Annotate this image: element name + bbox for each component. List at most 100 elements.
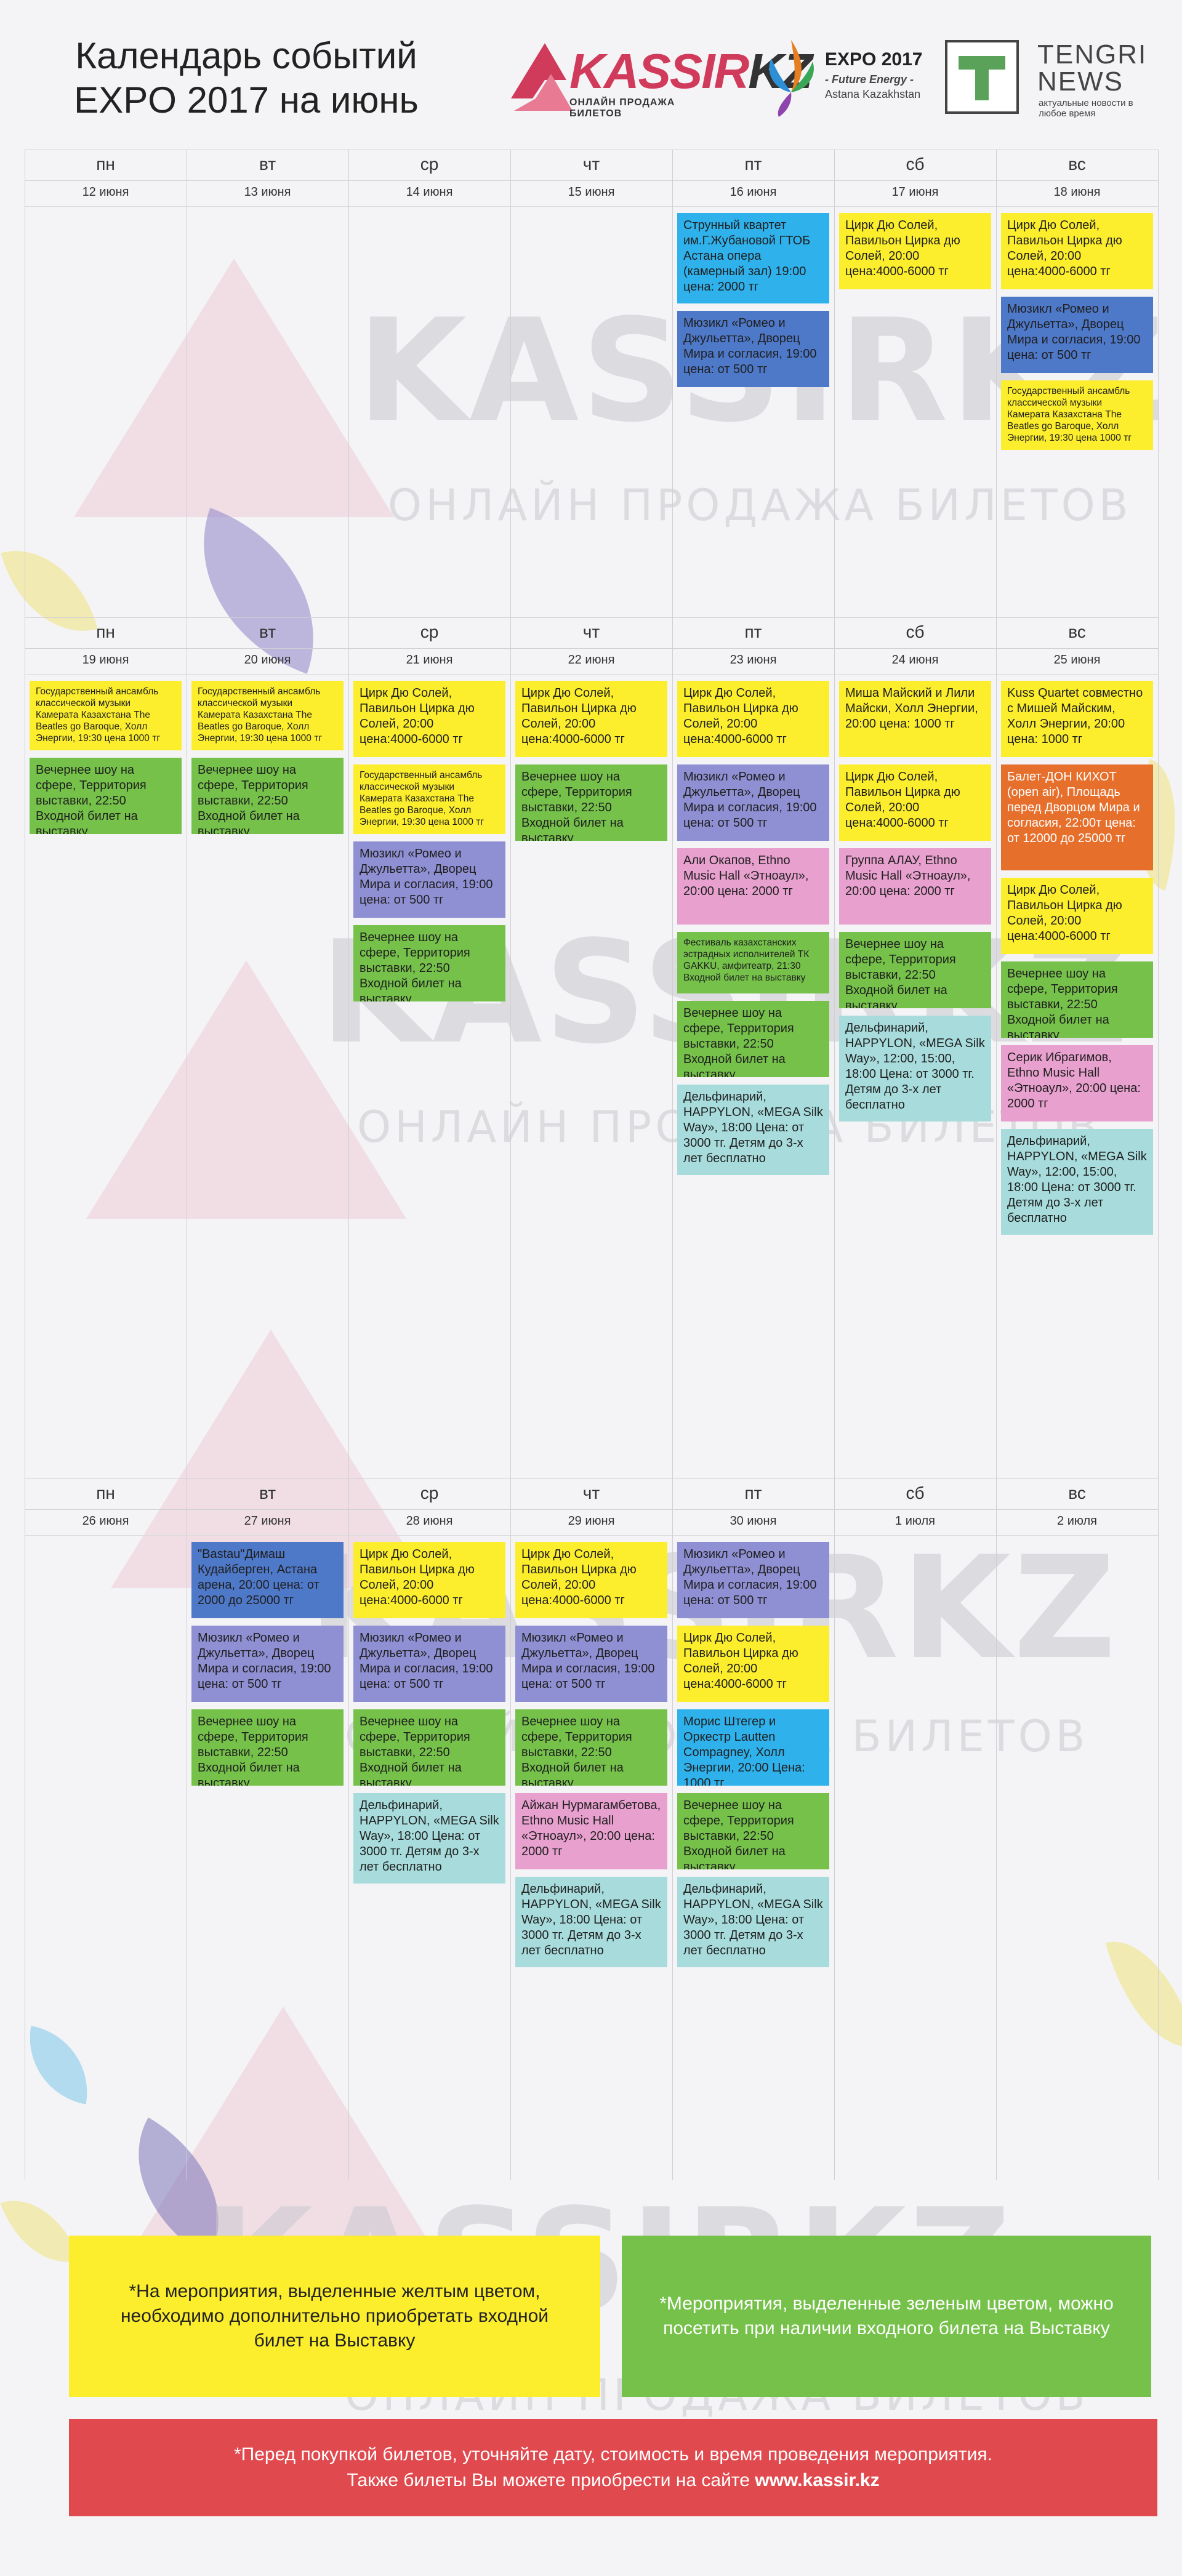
event-card[interactable]: Цирк Дю Солей, Павильон Цирка дю Солей, … (839, 213, 991, 289)
date-label: 20 июня (244, 653, 291, 667)
kassir-logo-tagline: ОНЛАЙН ПРОДАЖА БИЛЕТОВ (569, 97, 675, 119)
date-label: 27 июня (244, 1514, 291, 1528)
weekday-label: пн (96, 622, 115, 641)
kassir-logo-icon (511, 43, 573, 111)
event-card[interactable]: Вечернее шоу на сфере, Территория выстав… (191, 758, 344, 834)
event-card[interactable]: Цирк Дю Солей, Павильон Цирка дю Солей, … (1001, 878, 1153, 954)
event-card[interactable]: Мюзикл «Ромео и Джульетта», Дворец Мира … (353, 1626, 505, 1702)
site-link[interactable]: www.kassir.kz (755, 2470, 880, 2490)
event-card[interactable]: Мюзикл «Ромео и Джульетта», Дворец Мира … (677, 311, 829, 387)
weekday-label: вс (1068, 154, 1086, 174)
grid-column-line (834, 150, 835, 617)
note-green-text: *Мероприятия, выделенные зеленым цветом,… (659, 2293, 1114, 2338)
event-card[interactable]: Балет-ДОН КИХОТ (open air), Площадь пере… (1001, 764, 1153, 870)
day-column: чт 22 июня Цирк Дю Солей, Павильон Цирка д… (510, 617, 672, 1479)
event-card[interactable]: Цирк Дю Солей, Павильон Цирка дю Солей, … (677, 1626, 829, 1702)
date-label: 19 июня (82, 653, 129, 667)
grid-line (25, 1509, 1159, 1510)
date-label: 24 июня (891, 653, 939, 667)
event-card[interactable]: Цирк Дю Солей, Павильон Цирка дю Солей, … (515, 681, 667, 757)
weekday-label: сб (906, 1483, 925, 1503)
event-card[interactable]: Дельфинарий, HAPPYLON, «MEGA Silk Way», … (677, 1085, 829, 1175)
event-card[interactable]: Дельфинарий, HAPPYLON, «MEGA Silk Way», … (353, 1793, 505, 1884)
event-card[interactable]: Серик Ибрагимов, Ethno Music Hall «Этноа… (1001, 1045, 1153, 1121)
event-card[interactable]: Цирк Дю Солей, Павильон Цирка дю Солей, … (839, 764, 991, 841)
event-card[interactable]: Вечернее шоу на сфере, Территория выстав… (677, 1793, 829, 1869)
decor-triangle (86, 960, 406, 1219)
grid-column-line (672, 1479, 673, 2180)
grid-column-line (1158, 617, 1159, 1479)
note-red-line2: Также билеты Вы можете приобрести на сай… (347, 2468, 879, 2494)
event-card[interactable]: Вечернее шоу на сфере, Территория выстав… (191, 1709, 344, 1786)
date-label: 16 июня (730, 185, 777, 199)
event-card[interactable]: Струнный квартет им.Г.Жубановой ГТОБ Аст… (677, 213, 829, 303)
event-card[interactable]: Дельфинарий, HAPPYLON, «MEGA Silk Way», … (839, 1016, 991, 1121)
event-card[interactable]: Фестиваль казахстанских эстрадных исполн… (677, 932, 829, 993)
event-card[interactable]: Морис Штегер и Оркестр Lautten Compagney… (677, 1709, 829, 1786)
event-card[interactable]: Цирк Дю Солей, Павильон Цирка дю Солей, … (353, 1542, 505, 1618)
grid-column-line (510, 150, 511, 617)
event-card[interactable]: Дельфинарий, HAPPYLON, «MEGA Silk Way», … (677, 1877, 829, 1967)
tengri-news-logo[interactable]: TENGRI NEWS актуальные новости в любое в… (945, 40, 1167, 120)
event-card[interactable]: Вечернее шоу на сфере, Территория выстав… (677, 1001, 829, 1077)
event-card[interactable]: Вечернее шоу на сфере, Территория выстав… (839, 932, 991, 1008)
event-card[interactable]: Государственный ансамбль классической му… (191, 681, 344, 750)
note-yellow-legend: *На мероприятия, выделенные желтым цвето… (69, 2236, 600, 2397)
tengri-logo-word2: NEWS (1037, 66, 1124, 97)
day-column: пн 12 июня (25, 150, 187, 617)
event-card[interactable]: Kuss Quartet совместно с Мишей Майским, … (1001, 681, 1153, 757)
event-card[interactable]: Вечернее шоу на сфере, Территория выстав… (1001, 961, 1153, 1038)
event-card[interactable]: "Bastau"Димаш Кудайберген, Астана арена,… (191, 1542, 344, 1618)
event-card[interactable]: Мюзикл «Ромео и Джульетта», Дворец Мира … (677, 764, 829, 841)
event-card[interactable]: Вечернее шоу на сфере, Территория выстав… (353, 925, 505, 1001)
event-card[interactable]: Цирк Дю Солей, Павильон Цирка дю Солей, … (1001, 213, 1153, 289)
event-card[interactable]: Мюзикл «Ромео и Джульетта», Дворец Мира … (191, 1626, 344, 1702)
event-card[interactable]: Вечернее шоу на сфере, Территория выстав… (30, 758, 182, 834)
event-card[interactable]: Мюзикл «Ромео и Джульетта», Дворец Мира … (353, 841, 505, 918)
calendar-week: пн 12 июня вт 13 июня ср 14 июня чт 15 июня пт 16… (25, 150, 1159, 617)
date-label: 22 июня (568, 653, 615, 667)
event-card[interactable]: Государственный ансамбль классической му… (1001, 380, 1153, 450)
event-card[interactable]: Али Окапов, Ethno Music Hall «Этноаул», … (677, 848, 829, 925)
event-card[interactable]: Цирк Дю Солей, Павильон Цирка дю Солей, … (353, 681, 505, 757)
note-red-prefix: Также билеты Вы можете приобрести на сай… (347, 2470, 755, 2490)
expo-logo: EXPO 2017 - Future Energy - Astana Kazak… (760, 34, 945, 126)
date-label: 1 июля (895, 1514, 935, 1528)
event-card[interactable]: Миша Майский и Лили Майски, Холл Энергии… (839, 681, 991, 757)
weekday-label: ср (420, 154, 439, 174)
weekday-label: чт (582, 1483, 600, 1503)
event-card[interactable]: Группа АЛАУ, Ethno Music Hall «Этноаул»,… (839, 848, 991, 925)
grid-column-line (672, 617, 673, 1479)
event-card[interactable]: Цирк Дю Солей, Павильон Цирка дю Солей, … (677, 681, 829, 757)
event-card[interactable]: Айжан Нурмагамбетова, Ethno Music Hall «… (515, 1793, 667, 1869)
event-card[interactable]: Вечернее шоу на сфере, Территория выстав… (515, 1709, 667, 1786)
grid-line (25, 180, 1159, 181)
day-column: сб 24 июня Миша Майский и Лили Майски, Хол… (834, 617, 996, 1479)
event-card[interactable]: Мюзикл «Ромео и Джульетта», Дворец Мира … (677, 1542, 829, 1618)
event-card[interactable]: Государственный ансамбль классической му… (353, 764, 505, 834)
page-title: Календарь событий EXPO 2017 на июнь (49, 34, 443, 122)
event-card[interactable]: Мюзикл «Ромео и Джульетта», Дворец Мира … (515, 1626, 667, 1702)
weekday-label: ср (420, 1483, 439, 1503)
day-column: вс 2 июля (996, 1479, 1158, 2180)
grid-column-line (510, 617, 511, 1479)
event-card[interactable]: Дельфинарий, HAPPYLON, «MEGA Silk Way», … (1001, 1129, 1153, 1235)
day-column: ср 28 июня Цирк Дю Солей, Павильон Цирка д… (348, 1479, 510, 2180)
grid-column-line (348, 1479, 349, 2180)
tengri-logo-word1: TENGRI (1037, 39, 1148, 70)
day-column: вт 13 июня (187, 150, 348, 617)
day-column: вт 27 июня "Bastau"Димаш Кудайберген, Аста… (187, 1479, 348, 2180)
event-card[interactable]: Государственный ансамбль классической му… (30, 681, 182, 750)
date-label: 23 июня (730, 653, 777, 667)
weekday-label: сб (906, 622, 925, 641)
kassir-logo[interactable]: KASSIRKZ ОНЛАЙН ПРОДАЖА БИЛЕТОВ (502, 31, 813, 119)
note-yellow-text: *На мероприятия, выделенные желтым цвето… (120, 2281, 549, 2351)
day-column: сб 1 июля (834, 1479, 996, 2180)
event-card[interactable]: Цирк Дю Солей, Павильон Цирка дю Солей, … (515, 1542, 667, 1618)
event-card[interactable]: Вечернее шоу на сфере, Территория выстав… (515, 764, 667, 841)
event-card[interactable]: Дельфинарий, HAPPYLON, «MEGA Silk Way», … (515, 1877, 667, 1967)
date-label: 30 июня (730, 1514, 777, 1528)
event-card[interactable]: Мюзикл «Ромео и Джульетта», Дворец Мира … (1001, 297, 1153, 373)
weekday-label: ср (420, 622, 439, 641)
event-card[interactable]: Вечернее шоу на сфере, Территория выстав… (353, 1709, 505, 1786)
